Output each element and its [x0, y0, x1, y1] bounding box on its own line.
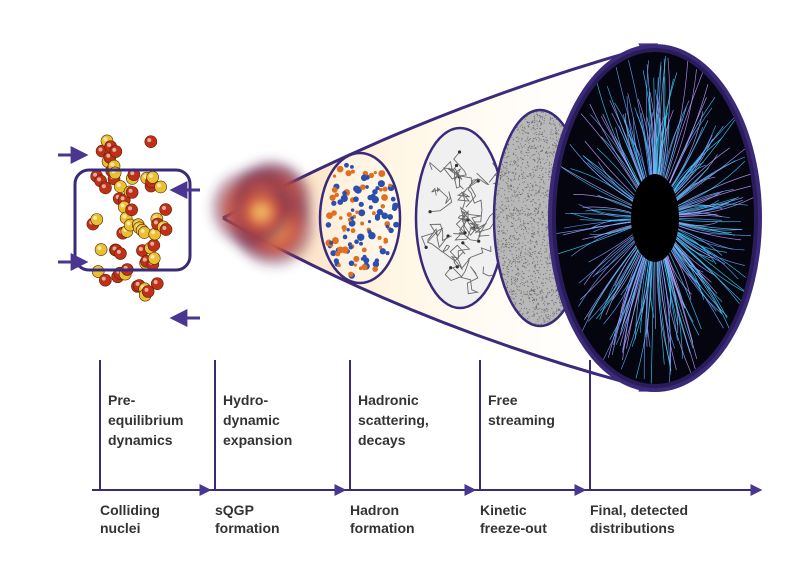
phase-label: Free — [488, 392, 518, 408]
stage-label: freeze-out — [480, 520, 547, 536]
colliding-nuclei — [58, 135, 200, 318]
stage-label: formation — [350, 520, 415, 536]
phase-label: dynamics — [108, 432, 173, 448]
phase-label: Hadronic — [358, 392, 419, 408]
stage-label: distributions — [590, 520, 675, 536]
phase-label: expansion — [223, 432, 292, 448]
stage-label: Kinetic — [480, 502, 527, 518]
stage-label: Colliding — [100, 502, 160, 518]
phase-label: scattering, — [358, 412, 429, 428]
hadron-formation-disk — [320, 153, 400, 283]
stage-label: Final, detected — [590, 502, 688, 518]
stage-label: Hadron — [350, 502, 399, 518]
phase-label: streaming — [488, 412, 555, 428]
qgp-fireball — [210, 159, 315, 268]
phase-label: Hydro- — [223, 392, 268, 408]
phase-label: decays — [358, 432, 406, 448]
detector-display — [550, 46, 760, 390]
stage-label: sQGP — [215, 502, 254, 518]
diagram-root: Colliding nuclei sQGP formation Hadron format… — [0, 0, 800, 567]
stage-label: formation — [215, 520, 280, 536]
phase-label: dynamic — [223, 412, 280, 428]
phase-label: Pre- — [108, 392, 136, 408]
stage-label: nuclei — [100, 520, 140, 536]
phase-label: equilibrium — [108, 412, 183, 428]
